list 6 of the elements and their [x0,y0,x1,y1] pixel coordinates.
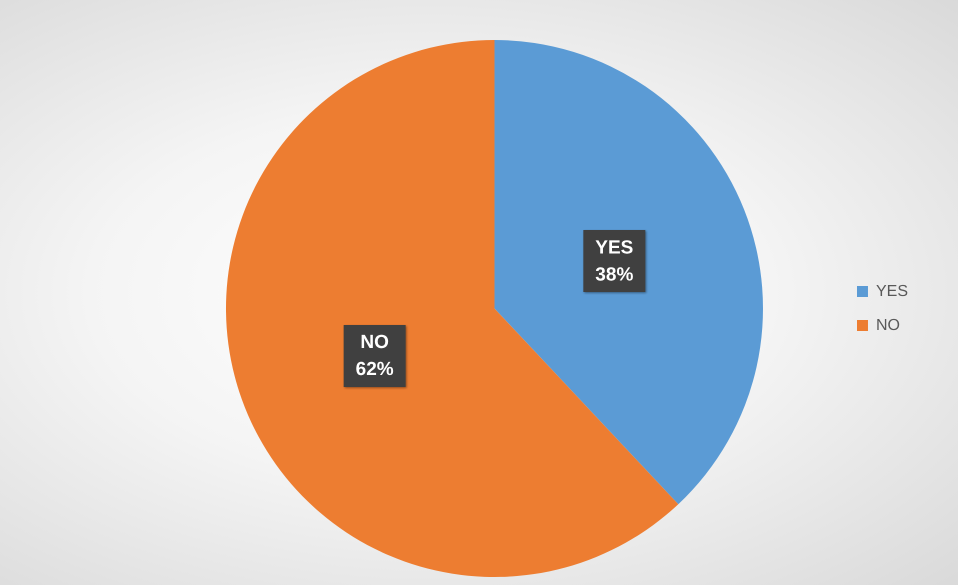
slice-label: NO [360,332,389,354]
legend-label: NO [876,316,900,334]
data-label: 38% [595,264,634,286]
data-label: 62% [356,359,394,380]
legend-label: YES [876,282,908,300]
slice-label: YES [595,237,634,258]
